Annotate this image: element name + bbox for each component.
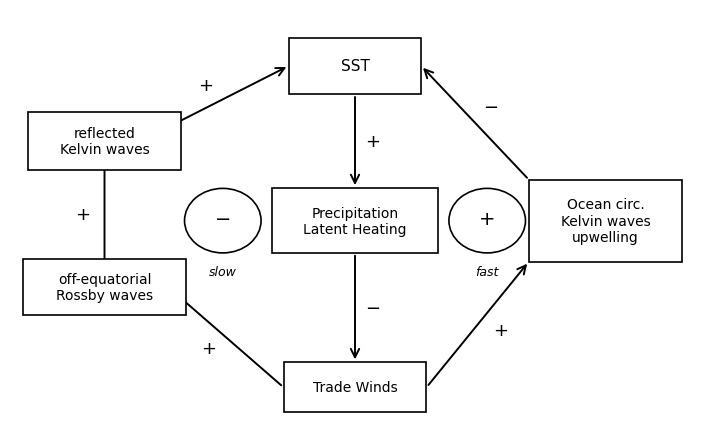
FancyBboxPatch shape bbox=[529, 180, 682, 262]
Text: reflected
Kelvin waves: reflected Kelvin waves bbox=[60, 127, 149, 157]
FancyBboxPatch shape bbox=[289, 39, 421, 95]
FancyBboxPatch shape bbox=[23, 260, 186, 315]
Text: +: + bbox=[198, 77, 213, 95]
FancyBboxPatch shape bbox=[271, 189, 439, 253]
Text: −: − bbox=[483, 99, 498, 117]
FancyBboxPatch shape bbox=[28, 113, 181, 171]
Text: +: + bbox=[365, 133, 380, 151]
Ellipse shape bbox=[185, 189, 261, 253]
Text: Trade Winds: Trade Winds bbox=[312, 380, 398, 394]
Text: +: + bbox=[493, 321, 508, 339]
Text: Ocean circ.
Kelvin waves
upwelling: Ocean circ. Kelvin waves upwelling bbox=[561, 198, 650, 244]
Text: fast: fast bbox=[476, 265, 499, 278]
Text: +: + bbox=[479, 209, 496, 229]
Text: +: + bbox=[75, 206, 89, 224]
Text: −: − bbox=[214, 209, 231, 229]
Text: off-equatorial
Rossby waves: off-equatorial Rossby waves bbox=[56, 272, 153, 303]
Ellipse shape bbox=[449, 189, 525, 253]
FancyBboxPatch shape bbox=[284, 363, 426, 412]
Text: +: + bbox=[202, 339, 217, 357]
Text: slow: slow bbox=[209, 265, 236, 278]
Text: SST: SST bbox=[341, 59, 369, 74]
Text: −: − bbox=[365, 299, 380, 317]
Text: Precipitation
Latent Heating: Precipitation Latent Heating bbox=[303, 206, 407, 236]
